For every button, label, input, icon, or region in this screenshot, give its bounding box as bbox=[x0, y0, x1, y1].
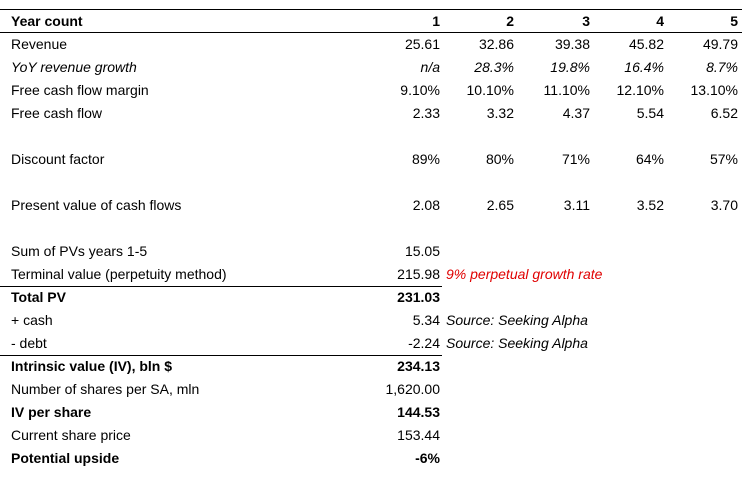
row-value: 89% bbox=[411, 151, 440, 167]
top-border bbox=[0, 9, 742, 10]
row-value: 32.86 bbox=[478, 36, 514, 52]
row-value: 8.7% bbox=[706, 59, 738, 75]
row-value: 39.38 bbox=[554, 36, 590, 52]
summary-value: 15.05 bbox=[404, 243, 440, 259]
summary-label: Total PV bbox=[11, 289, 66, 305]
total-border bbox=[0, 286, 442, 287]
row-value: 2.65 bbox=[486, 197, 514, 213]
iv-border bbox=[0, 355, 442, 356]
summary-label: Intrinsic value (IV), bln $ bbox=[11, 358, 173, 374]
summary-value: 144.53 bbox=[397, 404, 440, 420]
row-value: 3.70 bbox=[710, 197, 738, 213]
summary-value: -6% bbox=[415, 450, 440, 466]
row-value: 3.11 bbox=[563, 197, 590, 213]
summary-value: 234.13 bbox=[397, 358, 440, 374]
row-value: 3.32 bbox=[486, 105, 514, 121]
summary-label: Potential upside bbox=[11, 450, 120, 466]
year-header: 4 bbox=[656, 13, 664, 29]
row-value: 12.10% bbox=[616, 82, 664, 98]
summary-value: 1,620.00 bbox=[385, 381, 441, 397]
row-value: 57% bbox=[709, 151, 738, 167]
row-value: 71% bbox=[561, 151, 590, 167]
summary-label: Sum of PVs years 1-5 bbox=[11, 243, 148, 259]
summary-note: Source: Seeking Alpha bbox=[446, 335, 588, 351]
row-value: n/a bbox=[420, 59, 440, 75]
row-value: 9.10% bbox=[400, 82, 440, 98]
summary-label: + cash bbox=[11, 312, 53, 328]
summary-note: Source: Seeking Alpha bbox=[446, 312, 588, 328]
row-value: 13.10% bbox=[690, 82, 738, 98]
year-header: 3 bbox=[582, 13, 590, 29]
row-value: 2.33 bbox=[412, 105, 440, 121]
summary-value: -2.24 bbox=[408, 335, 440, 351]
summary-value: 231.03 bbox=[397, 289, 440, 305]
header-label: Year count bbox=[11, 13, 83, 29]
row-value: 49.79 bbox=[702, 36, 738, 52]
summary-label: - debt bbox=[11, 335, 47, 351]
summary-label: Current share price bbox=[11, 427, 131, 443]
row-value: 4.37 bbox=[562, 105, 590, 121]
row-label: Discount factor bbox=[11, 151, 105, 167]
row-label: Revenue bbox=[11, 36, 68, 52]
row-value: 64% bbox=[635, 151, 664, 167]
row-value: 16.4% bbox=[624, 59, 664, 75]
summary-value: 5.34 bbox=[412, 312, 440, 328]
row-value: 28.3% bbox=[474, 59, 514, 75]
row-label: Free cash flow bbox=[11, 105, 103, 121]
row-value: 10.10% bbox=[466, 82, 514, 98]
row-value: 11.10% bbox=[543, 82, 590, 98]
row-value: 25.61 bbox=[404, 36, 440, 52]
row-value: 5.54 bbox=[636, 105, 664, 121]
row-value: 45.82 bbox=[628, 36, 664, 52]
row-value: 19.8% bbox=[550, 59, 590, 75]
row-label: YoY revenue growth bbox=[11, 59, 137, 75]
summary-label: IV per share bbox=[11, 404, 92, 420]
row-label: Free cash flow margin bbox=[11, 82, 149, 98]
year-header: 5 bbox=[730, 13, 738, 29]
row-value: 2.08 bbox=[412, 197, 440, 213]
row-value: 80% bbox=[485, 151, 514, 167]
row-label: Present value of cash flows bbox=[11, 197, 182, 213]
summary-value: 153.44 bbox=[397, 427, 440, 443]
summary-label: Number of shares per SA, mln bbox=[11, 381, 200, 397]
row-value: 6.52 bbox=[710, 105, 738, 121]
summary-value: 215.98 bbox=[397, 266, 440, 282]
header-border bbox=[0, 32, 742, 33]
row-value: 3.52 bbox=[636, 197, 664, 213]
year-header: 2 bbox=[506, 13, 514, 29]
summary-note: 9% perpetual growth rate bbox=[446, 266, 603, 282]
summary-label: Terminal value (perpetuity method) bbox=[11, 266, 227, 282]
year-header: 1 bbox=[432, 13, 440, 29]
